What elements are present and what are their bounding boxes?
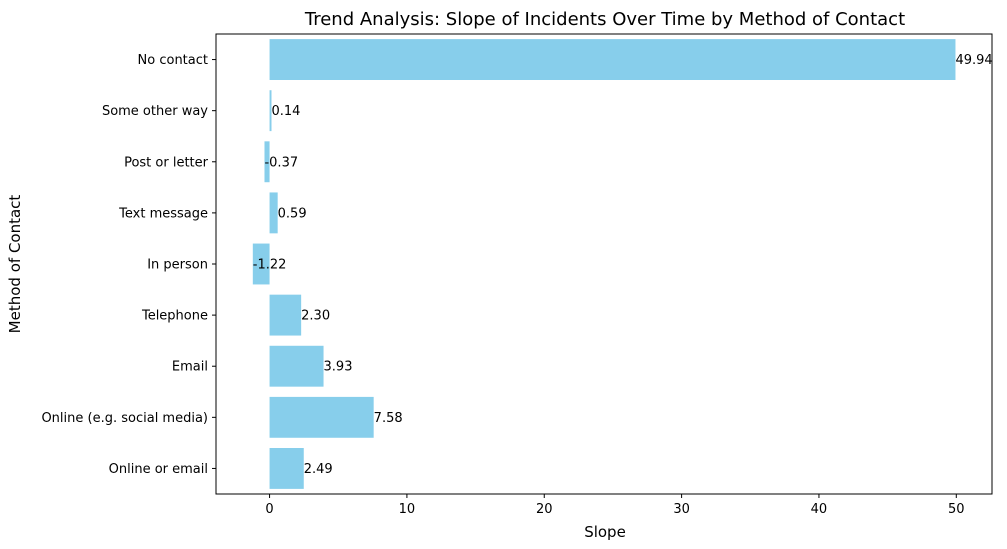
- bar: [264, 141, 270, 183]
- x-tick-label: 0: [265, 502, 273, 517]
- y-tick-label: Online (e.g. social media): [41, 411, 208, 426]
- data-label: 3.93: [324, 360, 353, 375]
- y-tick-label: In person: [147, 258, 208, 273]
- bar: [252, 243, 270, 285]
- x-tick-label: 40: [811, 502, 828, 517]
- data-label: 7.58: [374, 411, 403, 426]
- y-axis-title: Method of Contact: [6, 195, 24, 334]
- y-tick-label: Some other way: [102, 104, 208, 119]
- x-tick-label: 20: [536, 502, 553, 517]
- bar: [269, 39, 956, 80]
- chart-title: Trend Analysis: Slope of Incidents Over …: [304, 9, 905, 30]
- x-tick-label: 30: [673, 502, 690, 517]
- data-label: -1.22: [253, 258, 287, 273]
- data-label: 2.30: [301, 309, 330, 324]
- x-tick-label: 50: [948, 502, 965, 517]
- data-label: 2.49: [304, 462, 333, 477]
- x-tick-label: 10: [399, 502, 416, 517]
- y-tick-label: Post or letter: [124, 155, 209, 170]
- data-label: -0.37: [264, 155, 298, 170]
- x-axis-title: Slope: [584, 523, 626, 541]
- y-tick-label: No contact: [138, 53, 208, 68]
- bar: [269, 396, 374, 438]
- y-tick-label: Text message: [118, 206, 208, 221]
- bar: [269, 90, 272, 132]
- data-label: 0.59: [278, 206, 307, 221]
- data-label: 0.14: [271, 104, 300, 119]
- bar: [269, 192, 278, 234]
- y-axis: Online or email Online (e.g. social media…: [41, 53, 216, 477]
- y-tick-label: Online or email: [109, 462, 208, 477]
- y-tick-label: Telephone: [141, 309, 208, 324]
- bar: [269, 294, 302, 336]
- bar: [269, 345, 324, 387]
- bar: [269, 448, 304, 489]
- y-tick-label: Email: [172, 360, 208, 375]
- data-label: 49.94: [955, 53, 992, 68]
- x-axis: 0 10 20 30 40 50: [265, 494, 965, 517]
- data-labels-layer: 2.49 7.58 3.93 2.30 -1.22 0.59 -0.37 0.14 49.94: [253, 53, 993, 477]
- bars-layer: [252, 39, 956, 489]
